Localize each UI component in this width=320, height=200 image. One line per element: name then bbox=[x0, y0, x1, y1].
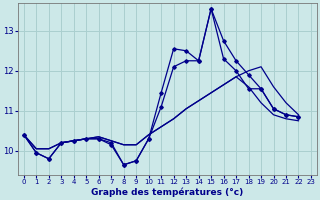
X-axis label: Graphe des températures (°c): Graphe des températures (°c) bbox=[91, 188, 244, 197]
